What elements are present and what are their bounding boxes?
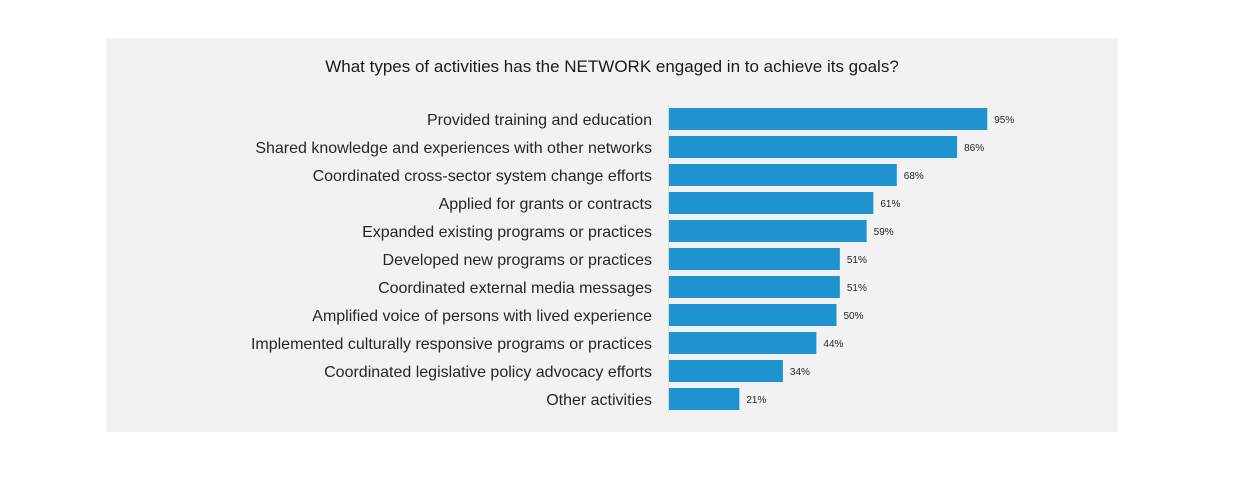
bars-layer: Provided training and education 95% Shared… <box>251 108 1014 410</box>
category-label: Developed new programs or practices <box>383 252 652 269</box>
data-label: 50% <box>844 311 864 322</box>
data-label: 34% <box>790 367 810 378</box>
category-label: Shared knowledge and experiences with ot… <box>255 140 652 157</box>
category-label: Applied for grants or contracts <box>439 196 652 213</box>
data-label: 51% <box>847 283 867 294</box>
bar <box>669 276 840 298</box>
data-label: 68% <box>904 171 924 182</box>
category-label: Provided training and education <box>427 112 652 129</box>
chart-panel: What types of activities has the NETWORK… <box>106 38 1118 432</box>
data-label: 59% <box>874 227 894 238</box>
category-label: Other activities <box>546 392 652 409</box>
bar <box>669 332 817 354</box>
data-label: 44% <box>823 339 843 350</box>
bar <box>669 360 783 382</box>
chart-title: What types of activities has the NETWORK… <box>325 57 899 76</box>
data-label: 61% <box>880 199 900 210</box>
category-label: Amplified voice of persons with lived ex… <box>312 308 652 325</box>
data-label: 21% <box>746 395 766 406</box>
bar <box>669 192 874 214</box>
bar <box>669 108 988 130</box>
category-label: Coordinated external media messages <box>378 280 652 297</box>
bar <box>669 164 897 186</box>
bar <box>669 136 958 158</box>
bar <box>669 220 867 242</box>
data-label: 95% <box>994 115 1014 126</box>
category-label: Coordinated cross-sector system change e… <box>313 168 652 185</box>
category-label: Implemented culturally responsive progra… <box>251 336 652 353</box>
bar <box>669 248 840 270</box>
bar <box>669 304 837 326</box>
data-label: 86% <box>964 143 984 154</box>
category-label: Expanded existing programs or practices <box>362 224 652 241</box>
data-label: 51% <box>847 255 867 266</box>
bar <box>669 388 740 410</box>
category-label: Coordinated legislative policy advocacy … <box>324 364 652 381</box>
